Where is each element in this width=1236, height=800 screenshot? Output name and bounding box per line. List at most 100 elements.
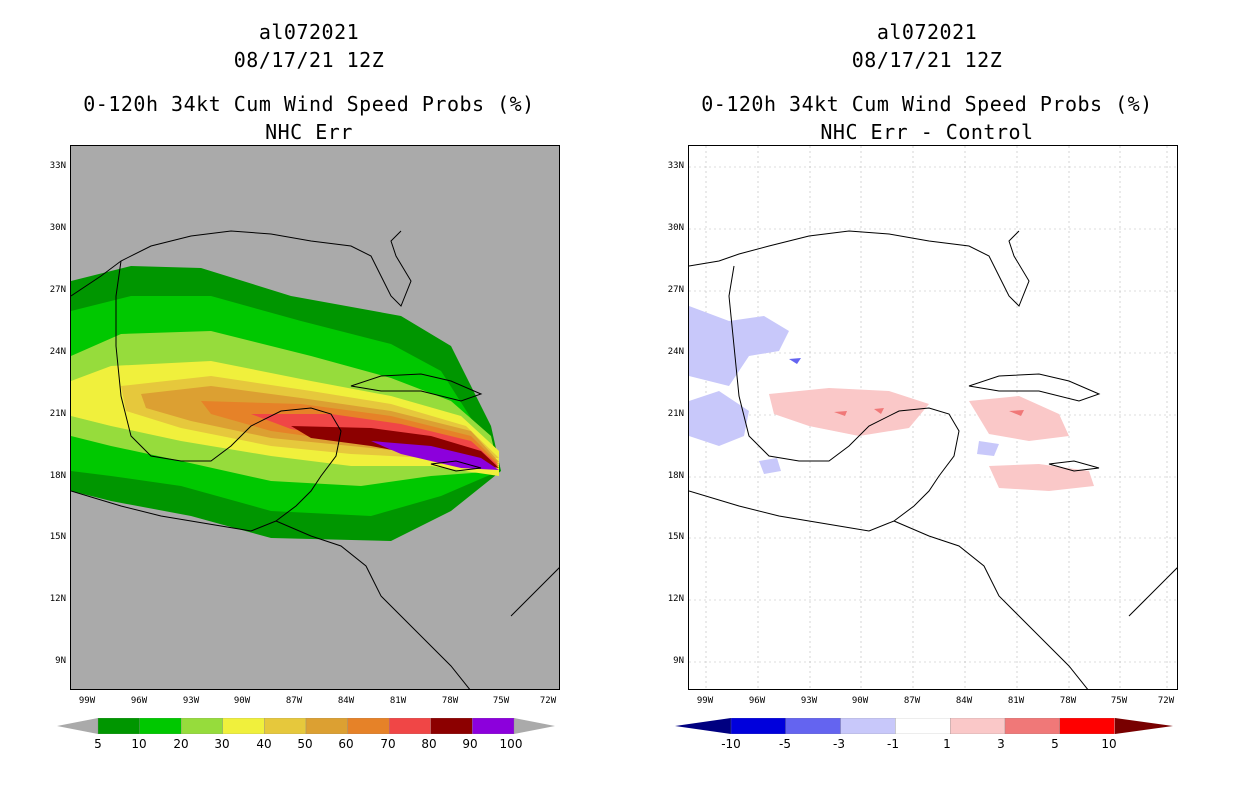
lat-label: 18N [49, 471, 66, 481]
storm-id: al072021 [258, 20, 360, 44]
coastlines [689, 230, 1177, 689]
product-title: 0-120h 34kt Cum Wind Speed Probs (%) [83, 92, 535, 116]
lon-label: 93W [182, 696, 200, 706]
forecast-datetime: 08/17/21 12Z [851, 48, 1003, 72]
lon-label: 75W [1110, 696, 1128, 706]
colorbar-label: -5 [779, 737, 791, 751]
neg-anomaly-5 [977, 441, 999, 456]
right-panel: al072021 08/17/21 12Z 0-120h 34kt Cum Wi… [618, 0, 1236, 800]
colorbar-cell [1059, 718, 1115, 734]
lon-label: 78W [441, 696, 459, 706]
lat-label: 21N [667, 409, 684, 419]
colorbar-label: 30 [214, 737, 230, 751]
colorbar-cell [264, 718, 307, 734]
lat-label: 15N [667, 532, 684, 542]
pos-anomaly-2 [834, 411, 847, 416]
gridlines [689, 146, 1177, 689]
lat-label: 18N [667, 471, 684, 481]
colorbar-label: 1 [943, 737, 951, 751]
colorbar-cell [139, 718, 182, 734]
lon-label: 81W [1007, 696, 1025, 706]
colorbar-label: 5 [94, 737, 102, 751]
lat-label: 33N [667, 161, 684, 171]
difference-map [688, 145, 1178, 690]
colorbar-label: 90 [462, 737, 478, 751]
lon-label: 84W [955, 696, 973, 706]
colorbar-label: -3 [833, 737, 845, 751]
pos-anomaly-4 [969, 396, 1069, 441]
lon-label: 90W [851, 696, 869, 706]
pos-anomaly-1 [769, 388, 929, 436]
band-90 [371, 441, 499, 470]
lon-label: 84W [337, 696, 355, 706]
lon-label: 87W [903, 696, 921, 706]
lon-label: 96W [130, 696, 148, 706]
lon-label: 99W [78, 696, 96, 706]
colorbar-label: 3 [997, 737, 1005, 751]
colorbar-cell [222, 718, 265, 734]
neg-anomaly-1 [689, 306, 789, 386]
colorbar-label: 5 [1051, 737, 1059, 751]
coastlines [71, 230, 559, 689]
colorbar-max-arrow [1115, 718, 1173, 734]
colorbar-cell [895, 718, 951, 734]
lon-label: 72W [539, 696, 557, 706]
pos-anomaly-3 [874, 408, 884, 414]
forecast-datetime: 08/17/21 12Z [233, 48, 385, 72]
lon-label: 90W [233, 696, 251, 706]
colorbar-cell [840, 718, 896, 734]
probability-swath [71, 230, 559, 689]
colorbar-cell [430, 718, 473, 734]
product-title: 0-120h 34kt Cum Wind Speed Probs (%) [701, 92, 1153, 116]
colorbar-label: 10 [131, 737, 147, 751]
lat-label: 9N [673, 656, 684, 666]
pos-anomaly-5 [1009, 410, 1024, 416]
difference-field [689, 146, 1177, 689]
lat-label: 24N [49, 347, 66, 357]
colorbar-label: -1 [887, 737, 899, 751]
product-subtitle: NHC Err [265, 120, 353, 144]
colorbar-cell [950, 718, 1006, 734]
lat-label: 21N [49, 409, 66, 419]
neg-anomaly-2 [689, 391, 749, 446]
lat-label: 30N [49, 223, 66, 233]
neg-anomaly-3 [789, 358, 801, 364]
colorbar-label: 80 [421, 737, 437, 751]
colorbar-right [675, 718, 1173, 734]
colorbar-label: 40 [256, 737, 272, 751]
colorbar-min-arrow [675, 718, 731, 734]
probability-map [70, 145, 560, 690]
lat-label: 33N [49, 161, 66, 171]
lat-label: 30N [667, 223, 684, 233]
colorbar-cell [181, 718, 223, 734]
colorbar-max-arrow [514, 718, 555, 734]
lat-label: 27N [667, 285, 684, 295]
colorbar-label: 60 [338, 737, 354, 751]
neg-anomaly-4 [759, 458, 781, 474]
lat-label: 12N [49, 594, 66, 604]
lon-label: 81W [389, 696, 407, 706]
colorbar-label: 70 [380, 737, 396, 751]
lat-label: 24N [667, 347, 684, 357]
colorbar-cell [347, 718, 390, 734]
lon-label: 99W [696, 696, 714, 706]
lon-label: 72W [1157, 696, 1175, 706]
left-panel: al072021 08/17/21 12Z 0-120h 34kt Cum Wi… [49, 20, 560, 751]
colorbar-label: 50 [297, 737, 313, 751]
pos-anomaly-6 [989, 464, 1094, 491]
lat-label: 12N [667, 594, 684, 604]
lat-label: 15N [49, 532, 66, 542]
colorbar-label: -10 [721, 737, 741, 751]
lon-label: 75W [492, 696, 510, 706]
storm-id: al072021 [876, 20, 978, 44]
colorbar-label: 10 [1101, 737, 1117, 751]
lat-label: 27N [49, 285, 66, 295]
colorbar-cell [389, 718, 431, 734]
lon-label: 96W [748, 696, 766, 706]
lat-label: 9N [55, 656, 66, 666]
lon-label: 93W [800, 696, 818, 706]
colorbar-cell [1004, 718, 1060, 734]
colorbar-cell [730, 718, 786, 734]
colorbar-min-arrow [57, 718, 98, 734]
colorbar-left [57, 718, 555, 734]
